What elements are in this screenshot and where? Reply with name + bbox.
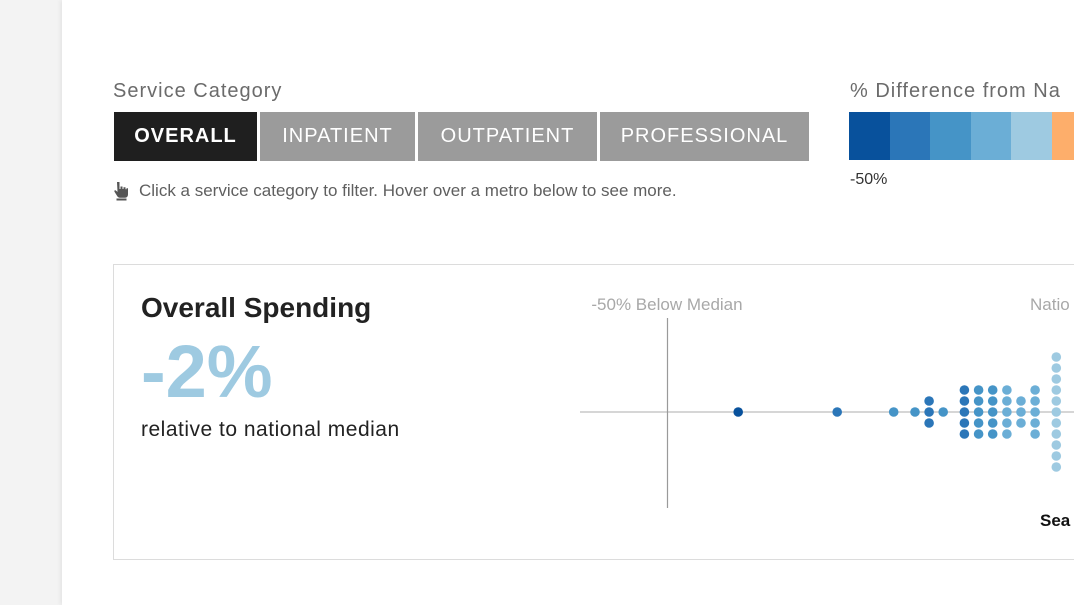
data-points bbox=[733, 352, 1062, 472]
legend-swatch bbox=[930, 112, 971, 160]
legend-swatch bbox=[1011, 112, 1052, 160]
metro-point[interactable] bbox=[1016, 418, 1026, 428]
metro-point[interactable] bbox=[1051, 374, 1062, 384]
legend-swatch bbox=[1051, 112, 1074, 160]
metro-point[interactable] bbox=[924, 396, 934, 406]
metro-point[interactable] bbox=[1051, 440, 1062, 450]
metro-point[interactable] bbox=[959, 407, 970, 417]
filter-hint: Click a service category to filter. Hove… bbox=[113, 181, 677, 201]
card-subtitle: relative to national median bbox=[141, 418, 400, 441]
metro-point[interactable] bbox=[1030, 385, 1040, 395]
metro-point[interactable] bbox=[1051, 462, 1062, 472]
metro-point[interactable] bbox=[1051, 407, 1062, 417]
metro-point[interactable] bbox=[959, 418, 970, 428]
metro-point[interactable] bbox=[987, 385, 998, 395]
metro-point[interactable] bbox=[924, 418, 934, 428]
metro-point[interactable] bbox=[1002, 396, 1012, 406]
metro-point[interactable] bbox=[973, 418, 984, 428]
color-legend bbox=[849, 112, 1074, 160]
service-category-title: Service Category bbox=[113, 80, 283, 102]
metro-point[interactable] bbox=[973, 396, 984, 406]
metro-point[interactable] bbox=[924, 407, 934, 417]
metro-point[interactable] bbox=[1002, 429, 1012, 439]
metro-point[interactable] bbox=[959, 396, 970, 406]
pointing-hand-icon bbox=[114, 182, 128, 201]
filter-button-inpatient[interactable]: INPATIENT bbox=[260, 112, 415, 161]
metro-point[interactable] bbox=[1002, 385, 1012, 395]
metro-point[interactable] bbox=[1030, 429, 1040, 439]
filter-button-professional[interactable]: PROFESSIONAL bbox=[600, 112, 809, 161]
metro-point[interactable] bbox=[1051, 385, 1062, 395]
metro-point[interactable] bbox=[987, 396, 998, 406]
filter-hint-text: Click a service category to filter. Hove… bbox=[139, 181, 677, 200]
metro-point[interactable] bbox=[733, 407, 743, 417]
metro-point[interactable] bbox=[973, 385, 984, 395]
filter-button-outpatient[interactable]: OUTPATIENT bbox=[418, 112, 597, 161]
metro-point[interactable] bbox=[1002, 407, 1012, 417]
legend-swatch bbox=[849, 112, 890, 160]
metro-point[interactable] bbox=[1016, 396, 1026, 406]
legend-swatch bbox=[889, 112, 930, 160]
metro-point[interactable] bbox=[1051, 396, 1062, 406]
metro-point[interactable] bbox=[832, 407, 842, 417]
metro-point[interactable] bbox=[1051, 352, 1062, 362]
metro-point[interactable] bbox=[1051, 451, 1062, 461]
metro-point[interactable] bbox=[973, 407, 984, 417]
metro-point[interactable] bbox=[1030, 396, 1040, 406]
legend-min-label: -50% bbox=[850, 171, 888, 188]
metro-point[interactable] bbox=[987, 418, 998, 428]
metro-point[interactable] bbox=[888, 407, 899, 417]
metro-point[interactable] bbox=[938, 407, 948, 417]
card-value: -2% bbox=[141, 330, 273, 413]
metro-point[interactable] bbox=[987, 429, 998, 439]
metro-point[interactable] bbox=[1030, 407, 1040, 417]
metro-point[interactable] bbox=[959, 429, 970, 439]
metro-point[interactable] bbox=[987, 407, 998, 417]
metro-point[interactable] bbox=[910, 407, 920, 417]
metro-point[interactable] bbox=[959, 385, 970, 395]
legend-title: % Difference from Na bbox=[850, 80, 1061, 102]
card-title: Overall Spending bbox=[141, 292, 372, 323]
legend-swatch bbox=[970, 112, 1011, 160]
metro-point[interactable] bbox=[1030, 418, 1040, 428]
metro-point[interactable] bbox=[1016, 407, 1026, 417]
metro-point[interactable] bbox=[973, 429, 984, 439]
metro-point[interactable] bbox=[1002, 418, 1012, 428]
metro-point[interactable] bbox=[1051, 363, 1062, 373]
metro-point[interactable] bbox=[1051, 429, 1062, 439]
metro-point[interactable] bbox=[1051, 418, 1062, 428]
filter-button-overall[interactable]: OVERALL bbox=[114, 112, 257, 161]
